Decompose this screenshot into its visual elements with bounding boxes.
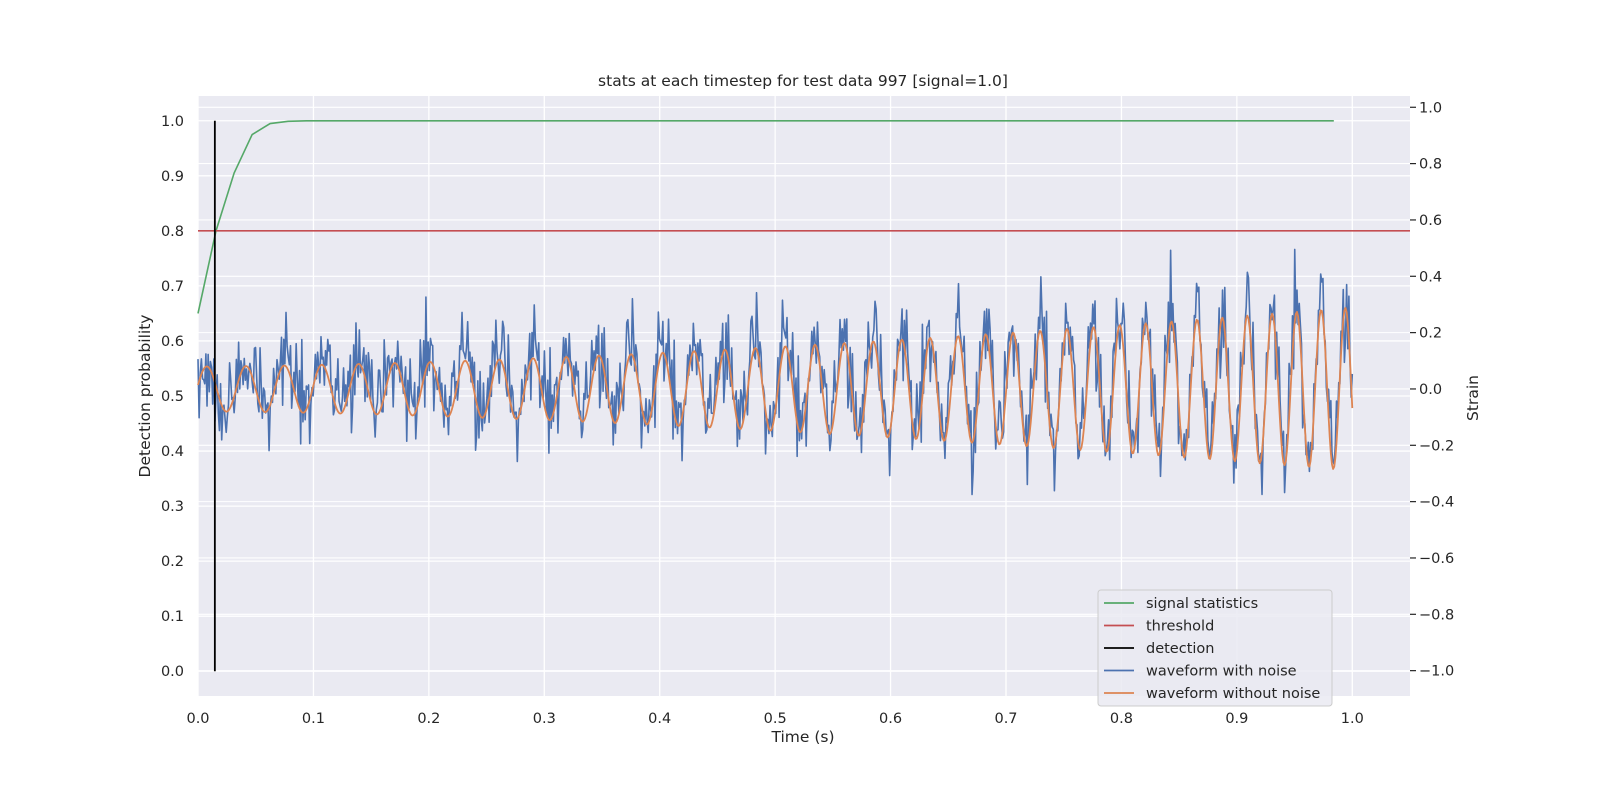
x-tick-label: 0.3 xyxy=(533,711,556,727)
legend-label: threshold xyxy=(1146,619,1214,635)
x-tick-label: 0.1 xyxy=(302,711,325,727)
y-left-tick-label: 0.2 xyxy=(161,554,184,570)
x-tick-label: 0.7 xyxy=(994,711,1017,727)
y-left-tick-label: 0.0 xyxy=(161,664,184,680)
x-tick-label: 0.2 xyxy=(417,711,440,727)
y-left-tick-label: 0.7 xyxy=(161,279,184,295)
x-tick-label: 0.0 xyxy=(186,711,209,727)
x-tick-label: 0.4 xyxy=(648,711,671,727)
y-right-tick-label: 1.0 xyxy=(1419,100,1442,116)
y-left-tick-label: 1.0 xyxy=(161,114,184,130)
x-tick-label: 0.5 xyxy=(764,711,787,727)
y-right-tick-label: 0.4 xyxy=(1419,269,1442,285)
series-waveform-without-noise xyxy=(197,306,1354,470)
y-left-axis-label: Detection probability xyxy=(136,315,154,478)
y-left-tick-label: 0.9 xyxy=(161,169,184,185)
y-right-axis-label: Strain xyxy=(1464,375,1482,421)
y-left-tick-label: 0.8 xyxy=(161,224,184,240)
y-left-tick-labels: 0.0 0.1 0.2 0.3 0.4 0.5 0.6 0.7 0.8 0.9 1.0 xyxy=(161,114,184,680)
y-right-tick-label: 0.0 xyxy=(1419,382,1442,398)
legend-label: signal statistics xyxy=(1146,596,1258,612)
x-axis-label: Time (s) xyxy=(770,728,834,746)
x-tick-label: 0.8 xyxy=(1110,711,1133,727)
x-tick-labels: 0.0 0.1 0.2 0.3 0.4 0.5 0.6 0.7 0.8 0.9 1.0 xyxy=(186,711,1363,727)
y-left-tick-label: 0.5 xyxy=(161,389,184,405)
legend-label: detection xyxy=(1146,641,1214,657)
x-tick-label: 1.0 xyxy=(1341,711,1364,727)
x-tick-label: 0.6 xyxy=(879,711,902,727)
y-right-tick-label: 0.6 xyxy=(1419,213,1442,229)
y-right-tick-label: −0.6 xyxy=(1419,551,1454,567)
y-right-tick-label: 0.2 xyxy=(1419,326,1442,342)
series-signal-statistics xyxy=(197,119,1334,314)
y-right-tick-label: 0.8 xyxy=(1419,157,1442,173)
legend-label: waveform without noise xyxy=(1146,686,1320,702)
y-left-tick-label: 0.3 xyxy=(161,499,184,515)
y-right-tick-label: −0.2 xyxy=(1419,438,1454,454)
y-right-tick-label: −0.8 xyxy=(1419,607,1454,623)
chart-title: stats at each timestep for test data 997… xyxy=(598,72,1008,90)
y-left-tick-label: 0.4 xyxy=(161,444,184,460)
legend-label: waveform with noise xyxy=(1146,664,1297,680)
y-left-tick-label: 0.1 xyxy=(161,609,184,625)
series-layer xyxy=(197,119,1410,672)
y-left-tick-label: 0.6 xyxy=(161,334,184,350)
x-tick-label: 0.9 xyxy=(1225,711,1248,727)
legend: signal statistics threshold detection wavef… xyxy=(1097,589,1333,707)
y-right-tick-label: −1.0 xyxy=(1419,664,1454,680)
y-right-tick-label: −0.4 xyxy=(1419,495,1454,511)
y-right-tick-labels: −1.0 −0.8 −0.6 −0.4 −0.2 0.0 0.2 0.4 0.6 0.8 1.0 xyxy=(1410,100,1454,680)
legend-box xyxy=(1097,589,1333,707)
